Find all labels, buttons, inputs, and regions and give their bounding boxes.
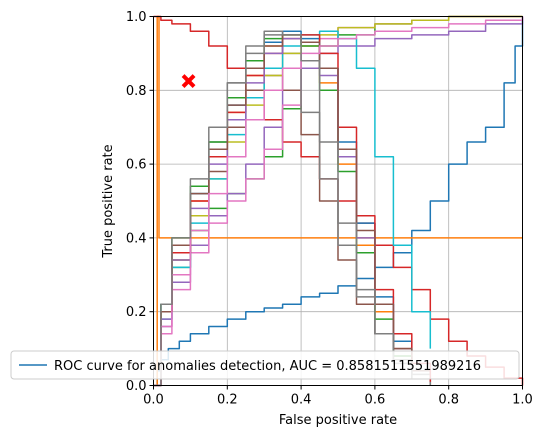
y-tick-label: 0.0	[126, 379, 147, 394]
roc-curves	[153, 15, 524, 387]
x-tick-label: 0.0	[143, 393, 164, 408]
y-axis-ticks: 0.0 0.2 0.4 0.6 0.8 1.0	[126, 10, 154, 394]
legend-entry: ROC curve for anomalies detection, AUC =…	[54, 359, 481, 374]
x-axis-label: False positive rate	[279, 413, 397, 428]
roc-curve-17	[153, 30, 413, 387]
marker-stroke-b	[181, 74, 196, 88]
y-tick-label: 0.2	[126, 305, 147, 320]
plot-frame	[153, 16, 523, 386]
y-tick-label: 1.0	[126, 10, 147, 25]
legend-box	[10, 350, 520, 380]
y-axis-label: True positive rate	[101, 144, 116, 258]
roc-curve-16	[153, 16, 524, 387]
y-tick-label: 0.8	[126, 84, 147, 99]
roc-curve-0	[153, 16, 524, 387]
x-tick-label: 0.6	[365, 393, 386, 408]
x-tick-label: 0.4	[291, 393, 312, 408]
x-tick-label: 1.0	[512, 393, 533, 408]
x-axis-ticks: 0.0 0.2 0.4 0.6 0.8 1.0	[143, 385, 533, 408]
roc-curve-7	[153, 34, 432, 387]
roc-curve-13	[153, 34, 432, 387]
y-tick-label: 0.6	[126, 158, 147, 173]
y-tick-label: 0.4	[126, 231, 147, 246]
operating-point-marker	[181, 74, 196, 88]
x-tick-label: 0.2	[217, 393, 238, 408]
x-tick-label: 0.8	[438, 393, 459, 408]
legend: ROC curve for anomalies detection, AUC =…	[10, 350, 520, 380]
